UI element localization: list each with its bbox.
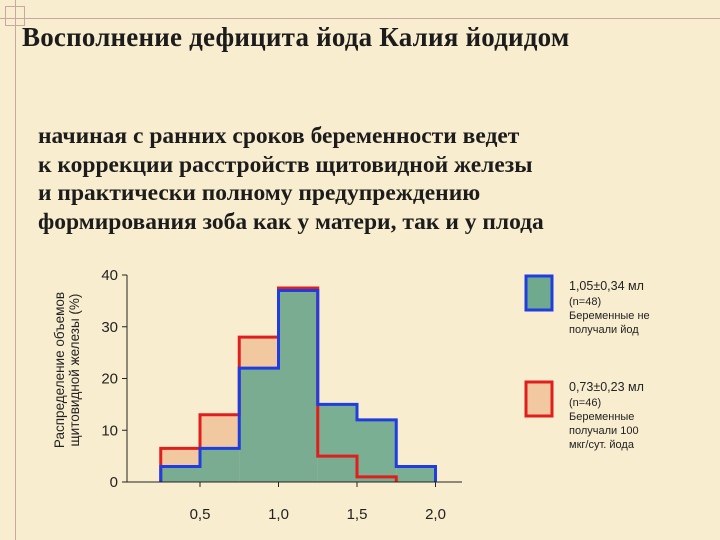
y-tick-label-40: 40 (101, 267, 118, 284)
x-tick-label-1,0: 1,0 (268, 506, 289, 523)
bar-series-1-bin-4 (278, 290, 318, 482)
legend-entry-1-text: 1,05±0,34 мл (n=48) Беременные не получа… (569, 278, 650, 337)
bar-series-1-bin-5 (317, 404, 357, 482)
bar-series-1-bin-2 (200, 448, 240, 482)
body-line-1: начиная с ранних сроков беременности вед… (38, 123, 520, 149)
bar-series-1-bin-3 (239, 368, 279, 482)
legend-entry-2-line-4: мкг/сут. йода (569, 439, 634, 451)
slide-body-text: начиная с ранних сроков беременности вед… (38, 122, 544, 236)
series-1-outline (159, 289, 437, 482)
frame-corner-box (5, 6, 25, 26)
slide-title: Восполнение дефицита йода Калия йодидом (22, 22, 570, 52)
body-line-2: к коррекции расстройств щитовидной желез… (38, 151, 533, 178)
bars-layer (160, 287, 436, 482)
legend-swatch-2 (524, 380, 554, 418)
legend-entry-2-line-3: получали 100 (569, 425, 639, 437)
body-line-4: формирования зоба как у матери, так и у … (38, 208, 544, 235)
legend-entry-1-line-3: получали йод (569, 324, 639, 336)
body-line-3: и практически полному предупреждению (38, 180, 481, 206)
legend-entry-2-line-2: Беременные (569, 411, 635, 423)
bar-series-1-bin-1 (160, 466, 200, 482)
legend-entry-2-main: 0,73±0,23 мл (569, 380, 644, 394)
legend-entry-2-line-1: (n=46) (569, 397, 602, 409)
x-tick-label-1,5: 1,5 (347, 506, 368, 523)
frame-horizontal-line (0, 18, 720, 19)
bar-series-1-bin-6 (357, 419, 397, 482)
y-tick-label-0: 0 (110, 474, 118, 491)
legend-entry-1-line-2: Беременные не (569, 310, 650, 322)
y-tick-label-10: 10 (101, 422, 118, 439)
legend-entry-1-main: 1,05±0,34 мл (569, 279, 644, 293)
outline-layer (159, 286, 437, 482)
y-tick-label-20: 20 (101, 371, 118, 388)
legend-entry-2-text: 0,73±0,23 мл (n=46) Беременные получали … (569, 379, 644, 452)
axes-layer: 0 10 20 30 40 0,5 1,0 1,5 2,0 (101, 267, 462, 523)
legend-swatch-1 (524, 274, 554, 312)
y-tick-label-30: 30 (101, 319, 118, 336)
frame-vertical-line (15, 0, 16, 540)
x-tick-label-2,0: 2,0 (425, 506, 446, 523)
x-tick-label-0,5: 0,5 (190, 506, 211, 523)
legend-layer (524, 274, 554, 418)
legend-entry-1-line-1: (n=48) (569, 296, 602, 308)
bar-series-1-bin-7 (396, 466, 436, 482)
